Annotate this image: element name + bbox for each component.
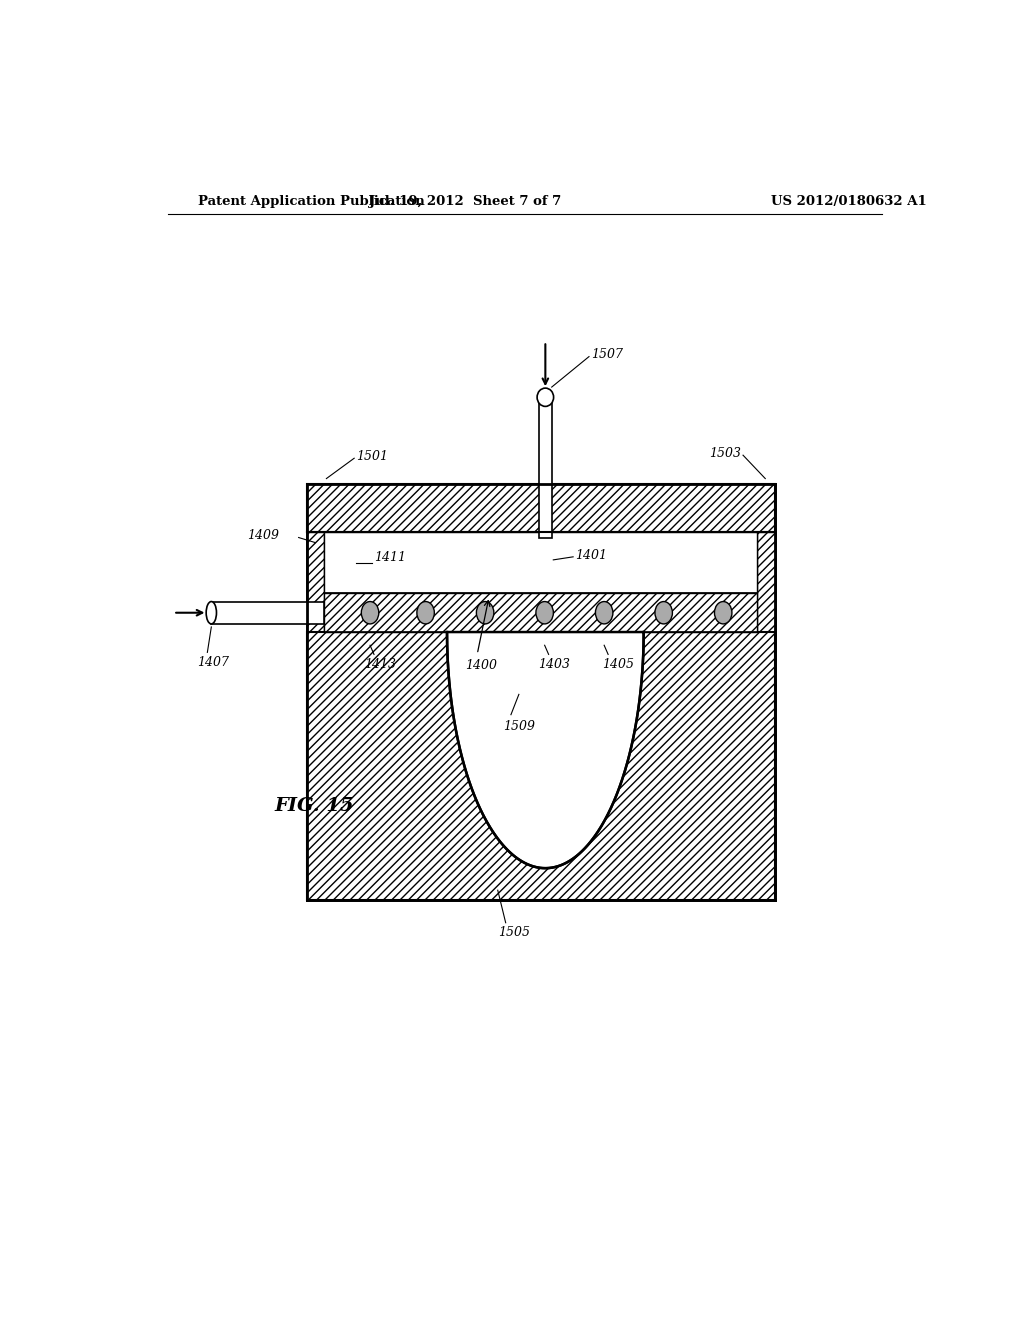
- Text: 1411: 1411: [374, 552, 406, 565]
- Text: Jul. 19, 2012  Sheet 7 of 7: Jul. 19, 2012 Sheet 7 of 7: [370, 194, 561, 207]
- Bar: [211, 602, 324, 624]
- Text: 1503: 1503: [710, 446, 741, 459]
- Polygon shape: [447, 632, 644, 869]
- Text: 1507: 1507: [592, 348, 624, 362]
- Text: 1505: 1505: [498, 927, 529, 940]
- Text: US 2012/0180632 A1: US 2012/0180632 A1: [771, 194, 927, 207]
- Text: 1501: 1501: [355, 450, 388, 463]
- Bar: [539, 397, 552, 537]
- Text: 1403: 1403: [539, 659, 570, 671]
- Text: 1401: 1401: [574, 549, 606, 562]
- Text: 1405: 1405: [602, 659, 634, 671]
- Bar: [306, 483, 775, 900]
- Text: 1509: 1509: [503, 721, 535, 734]
- Text: Patent Application Publication: Patent Application Publication: [198, 194, 425, 207]
- Ellipse shape: [361, 602, 379, 624]
- Bar: [306, 632, 775, 900]
- Ellipse shape: [417, 602, 434, 624]
- Ellipse shape: [538, 388, 554, 407]
- Ellipse shape: [655, 602, 673, 624]
- Bar: [324, 532, 758, 594]
- Bar: [306, 532, 324, 632]
- Bar: [324, 594, 758, 632]
- Ellipse shape: [206, 602, 216, 624]
- Ellipse shape: [476, 602, 494, 624]
- Bar: [306, 483, 775, 532]
- Bar: [758, 532, 775, 632]
- Ellipse shape: [595, 602, 613, 624]
- Text: 1413: 1413: [364, 659, 395, 671]
- Ellipse shape: [715, 602, 732, 624]
- Text: 1407: 1407: [197, 656, 229, 669]
- Ellipse shape: [536, 602, 553, 624]
- Text: 1400: 1400: [465, 659, 498, 672]
- Text: FIG. 15: FIG. 15: [274, 797, 354, 816]
- Text: 1409: 1409: [247, 529, 279, 543]
